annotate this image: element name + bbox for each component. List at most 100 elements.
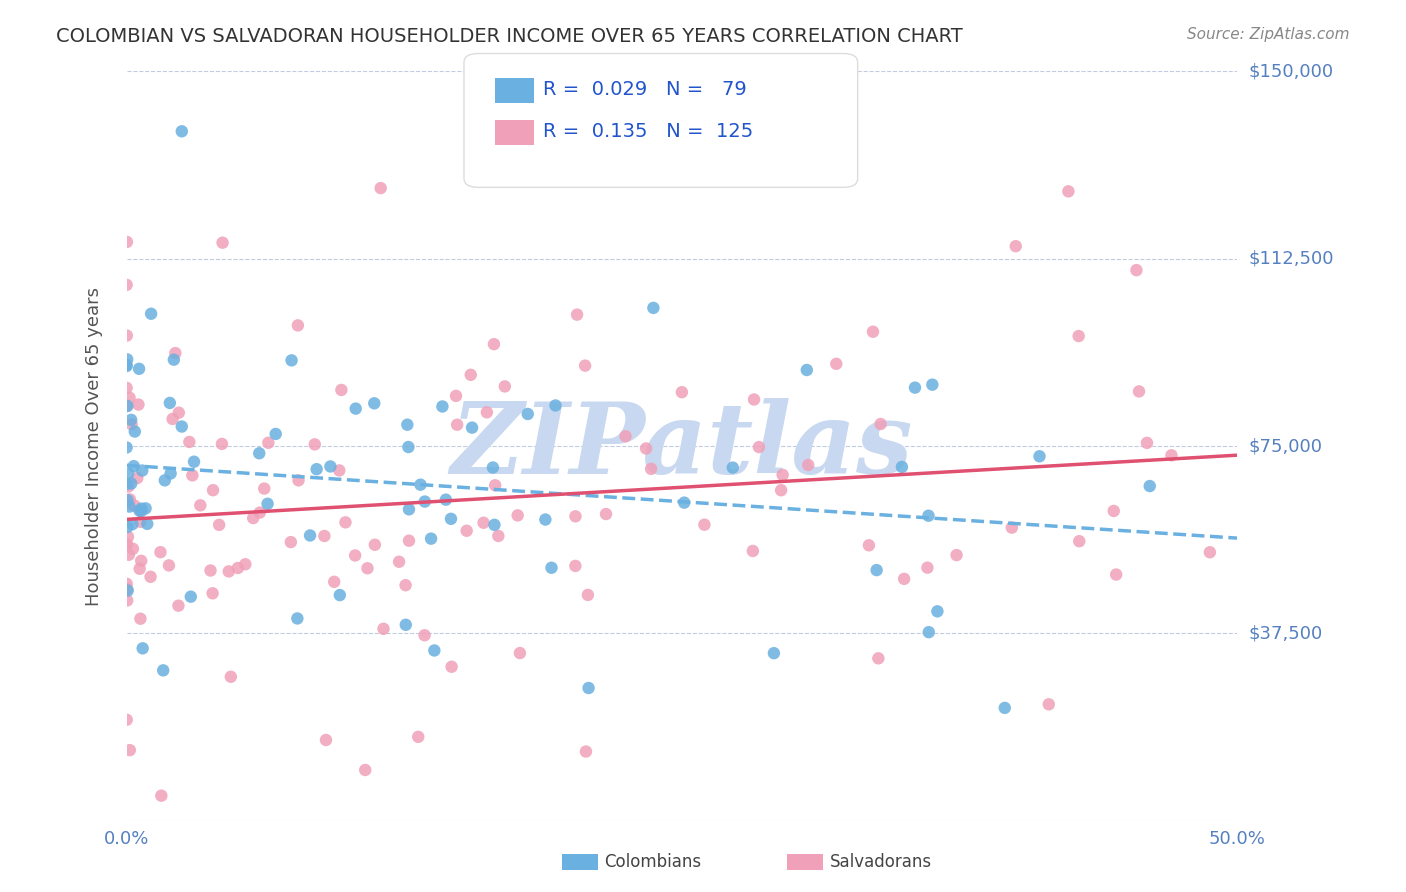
Salvadorans [118,743,141,757]
Colombians [159,396,181,410]
Salvadorans [287,318,309,333]
Salvadorans [770,483,793,498]
Salvadorans [413,628,436,642]
Text: Salvadorans: Salvadorans [830,853,932,871]
Salvadorans [115,328,138,343]
Salvadorans [1199,545,1222,559]
Salvadorans [741,544,763,558]
Salvadorans [1001,520,1024,534]
Colombians [115,358,138,372]
Salvadorans [150,789,173,803]
Salvadorans [440,659,463,673]
Salvadorans [202,483,225,498]
Salvadorans [1004,239,1026,253]
Salvadorans [576,588,599,602]
Salvadorans [354,763,377,777]
Text: ZIPatlas: ZIPatlas [451,398,912,494]
Salvadorans [636,442,658,456]
Colombians [264,426,287,441]
Salvadorans [406,730,429,744]
Colombians [152,664,174,678]
Colombians [423,643,446,657]
Salvadorans [115,582,138,596]
Salvadorans [388,555,411,569]
Salvadorans [772,467,794,482]
Colombians [796,363,818,377]
Salvadorans [181,468,204,483]
Colombians [432,400,454,414]
Colombians [170,124,193,138]
Colombians [578,681,600,695]
Salvadorans [118,548,141,562]
Salvadorans [356,561,378,575]
Colombians [363,396,385,410]
Salvadorans [693,517,716,532]
Salvadorans [595,507,617,521]
Colombians [482,460,505,475]
Colombians [139,307,162,321]
Salvadorans [118,391,141,405]
Colombians [484,517,506,532]
Salvadorans [162,412,184,426]
Salvadorans [482,337,505,351]
Colombians [540,560,562,574]
Salvadorans [128,562,150,576]
Colombians [918,625,941,640]
Colombians [1139,479,1161,493]
Colombians [117,493,139,508]
Salvadorans [121,417,143,432]
Salvadorans [456,524,478,538]
Y-axis label: Householder Income Over 65 years: Householder Income Over 65 years [84,286,103,606]
Salvadorans [200,564,222,578]
Salvadorans [115,277,138,292]
Salvadorans [742,392,765,407]
Salvadorans [139,570,162,584]
Colombians [420,532,443,546]
Colombians [319,459,342,474]
Salvadorans [233,558,256,572]
Colombians [131,504,153,518]
Colombians [135,501,157,516]
Salvadorans [179,434,201,449]
Salvadorans [304,437,326,451]
Salvadorans [564,558,586,573]
Colombians [516,407,538,421]
Text: $37,500: $37,500 [1249,624,1323,642]
Salvadorans [575,745,598,759]
Colombians [247,446,270,460]
Colombians [927,604,949,618]
Colombians [396,417,419,432]
Salvadorans [201,586,224,600]
Text: R =  0.135   N =  125: R = 0.135 N = 125 [543,121,754,141]
Salvadorans [167,406,190,420]
Salvadorans [335,516,357,530]
Colombians [121,517,143,532]
Text: $150,000: $150,000 [1249,62,1333,80]
Salvadorans [287,474,309,488]
Colombians [285,611,308,625]
Salvadorans [509,646,531,660]
Salvadorans [115,496,138,510]
Colombians [890,459,912,474]
Colombians [180,590,202,604]
Salvadorans [394,578,416,592]
Colombians [762,646,785,660]
Salvadorans [893,572,915,586]
Salvadorans [506,508,529,523]
Colombians [124,425,146,439]
Colombians [643,301,665,315]
Salvadorans [115,537,138,551]
Salvadorans [344,549,367,563]
Salvadorans [1067,329,1090,343]
Salvadorans [868,651,890,665]
Salvadorans [494,379,516,393]
Salvadorans [115,399,138,413]
Salvadorans [475,405,498,419]
Salvadorans [157,558,180,573]
Salvadorans [373,622,395,636]
Salvadorans [118,492,141,507]
Salvadorans [249,506,271,520]
Colombians [1028,450,1050,464]
Salvadorans [115,576,138,591]
Salvadorans [127,471,149,485]
